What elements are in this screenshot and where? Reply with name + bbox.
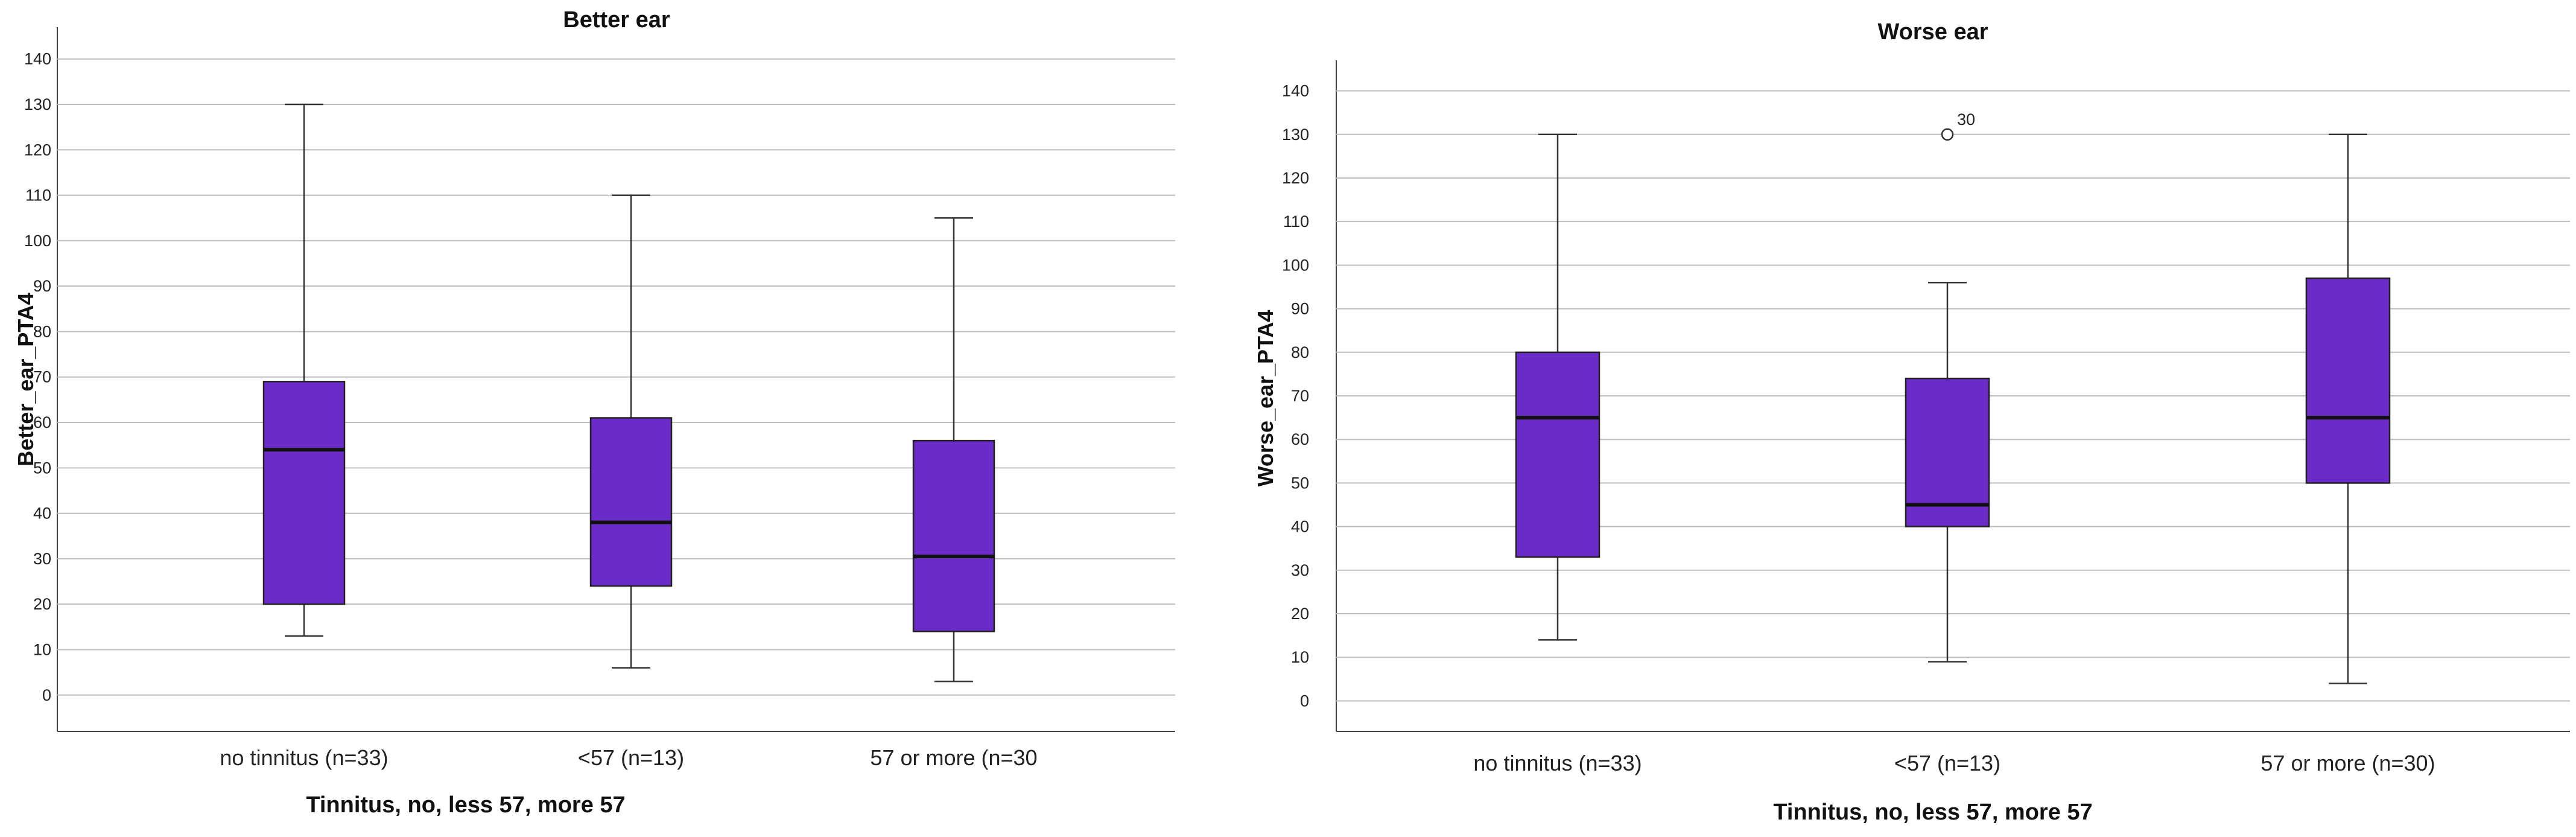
- y-tick-label: 30: [33, 550, 51, 568]
- x-category-label: <57 (n=13): [578, 745, 684, 770]
- x-category-label: <57 (n=13): [1894, 751, 2000, 775]
- y-tick-label: 120: [1282, 169, 1309, 187]
- box-iqr: [912, 439, 995, 632]
- x-axis-label: Tinnitus, no, less 57, more 57: [1773, 800, 2092, 825]
- worse-ear-plot: 0 10 20 30 40 50 60 70 80 90 100 110 120 130 140 Worse …: [1253, 19, 2570, 825]
- y-tick-label: 10: [33, 640, 51, 658]
- outlier-label: 30: [1957, 110, 1975, 129]
- box-iqr: [1905, 377, 1990, 527]
- chart-title: Better ear: [563, 7, 670, 33]
- y-tick-label: 30: [1291, 561, 1309, 579]
- y-tick-label: 20: [33, 595, 51, 613]
- x-category-label: no tinnitus (n=33): [220, 745, 388, 770]
- x-category-label: 57 or more (n=30): [2260, 751, 2435, 775]
- y-tick-label: 140: [24, 50, 51, 68]
- y-tick-label: 0: [42, 686, 51, 704]
- better-ear-plot: 0 10 20 30 40 50 60 70 80 90 100 110 120 130 140 Better…: [13, 7, 1175, 818]
- outlier-point: [1941, 128, 1954, 141]
- y-tick-label: 130: [1282, 126, 1309, 144]
- y-tick-label: 70: [33, 368, 51, 386]
- box-iqr: [1515, 351, 1600, 558]
- worse-ear-chart: 0 10 20 30 40 50 60 70 80 90 100 110 120 130 140 Worse …: [1243, 0, 2576, 837]
- y-tick-label: 20: [1291, 605, 1309, 623]
- x-axis-label: Tinnitus, no, less 57, more 57: [306, 792, 625, 818]
- y-tick-label: 130: [24, 95, 51, 113]
- y-tick-label: 70: [1291, 387, 1309, 405]
- y-tick-label: 110: [1283, 212, 1309, 231]
- y-axis-label: Worse_ear_PTA4: [1253, 310, 1278, 487]
- y-axis-label: Better_ear_PTA4: [13, 293, 38, 466]
- y-tick-label: 140: [1282, 82, 1309, 100]
- y-tick-label: 90: [1291, 300, 1309, 318]
- y-tick-label: 50: [33, 459, 51, 477]
- y-tick-label: 60: [1291, 430, 1309, 448]
- y-tick-label: 120: [24, 141, 51, 159]
- y-tick-label: 0: [1300, 692, 1309, 710]
- y-tick-label: 60: [33, 413, 51, 431]
- y-tick-label: 50: [1291, 474, 1309, 492]
- y-tick-label: 80: [1291, 343, 1309, 361]
- x-category-label: 57 or more (n=30: [870, 745, 1037, 770]
- y-tick-label: 90: [33, 277, 51, 295]
- chart-title: Worse ear: [1877, 19, 1988, 45]
- better-ear-chart: 0 10 20 30 40 50 60 70 80 90 100 110 120 130 140 Better…: [0, 0, 1273, 837]
- box-iqr: [589, 417, 673, 587]
- y-tick-label: 100: [1282, 256, 1309, 274]
- box-iqr: [262, 381, 346, 605]
- y-tick-label: 110: [25, 186, 51, 205]
- x-category-label: no tinnitus (n=33): [1473, 751, 1642, 775]
- y-tick-label: 40: [1291, 518, 1309, 536]
- y-tick-label: 80: [33, 322, 51, 340]
- y-tick-label: 40: [33, 504, 51, 523]
- box-iqr: [2305, 277, 2391, 484]
- y-tick-label: 100: [24, 232, 51, 250]
- y-tick-label: 10: [1291, 648, 1309, 666]
